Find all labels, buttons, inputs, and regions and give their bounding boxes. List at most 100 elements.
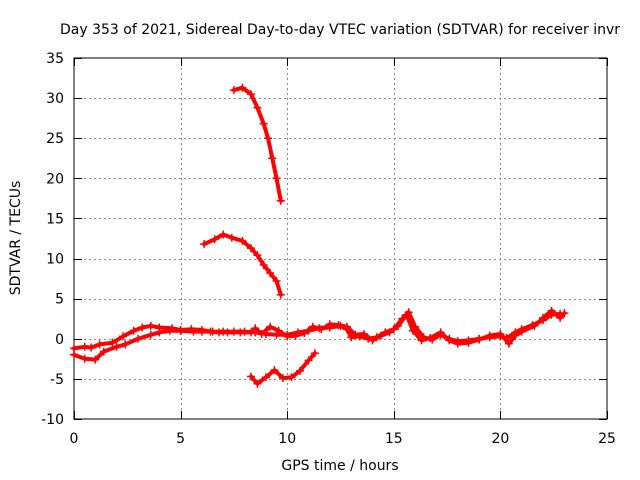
data-point bbox=[247, 372, 255, 381]
data-point bbox=[266, 269, 275, 277]
x-tick-label: 25 bbox=[598, 431, 616, 447]
series-arc-2 bbox=[70, 306, 569, 353]
data-point bbox=[417, 336, 426, 345]
data-point bbox=[176, 326, 185, 334]
data-point bbox=[291, 331, 300, 340]
data-point bbox=[253, 379, 262, 388]
data-point bbox=[445, 336, 454, 345]
data-point bbox=[342, 322, 351, 331]
data-point bbox=[368, 336, 377, 345]
x-tick-label: 0 bbox=[70, 431, 79, 447]
data-point bbox=[511, 331, 520, 340]
data-point bbox=[146, 321, 155, 330]
data-point bbox=[283, 332, 292, 341]
data-point bbox=[112, 342, 121, 351]
data-point bbox=[253, 251, 262, 260]
data-point bbox=[475, 335, 484, 344]
data-point bbox=[238, 83, 247, 92]
data-point bbox=[436, 328, 445, 337]
x-tick-label: 5 bbox=[176, 431, 185, 447]
data-point bbox=[385, 328, 394, 337]
data-point bbox=[278, 374, 287, 383]
grid-lines bbox=[74, 58, 607, 419]
data-point bbox=[304, 356, 313, 365]
data-point bbox=[317, 325, 326, 334]
data-point bbox=[200, 240, 209, 249]
data-point bbox=[496, 330, 505, 338]
y-tick-label: 20 bbox=[46, 171, 64, 187]
data-point bbox=[426, 334, 434, 342]
data-point bbox=[276, 290, 285, 299]
data-point bbox=[187, 325, 196, 334]
data-point bbox=[80, 342, 89, 351]
data-point bbox=[236, 328, 245, 337]
data-point bbox=[334, 321, 343, 330]
data-point bbox=[360, 330, 368, 338]
data-point bbox=[259, 261, 268, 269]
data-point bbox=[300, 329, 309, 338]
data-point bbox=[296, 366, 304, 375]
data-point bbox=[238, 236, 247, 245]
data-point bbox=[168, 324, 177, 333]
x-axis-label: GPS time / hours bbox=[281, 458, 398, 474]
data-point bbox=[560, 309, 569, 318]
y-axis-tick-labels: -10 -5 0 5 10 15 20 25 30 35 bbox=[41, 51, 64, 428]
data-point bbox=[347, 333, 356, 342]
y-tick-label: 0 bbox=[55, 332, 64, 348]
data-point bbox=[87, 343, 96, 352]
data-point bbox=[325, 320, 334, 329]
y-tick-label: -5 bbox=[50, 372, 64, 388]
series-arc-5 bbox=[247, 349, 319, 388]
data-point bbox=[215, 328, 223, 337]
data-series bbox=[70, 83, 569, 388]
data-point bbox=[464, 338, 473, 347]
series-arc-4 bbox=[200, 230, 285, 299]
data-point bbox=[547, 306, 556, 315]
chart-title: Day 353 of 2021, Sidereal Day-to-day VTE… bbox=[60, 22, 620, 38]
data-point bbox=[264, 134, 272, 143]
y-tick-label: 5 bbox=[55, 292, 64, 308]
x-axis-tick-labels: 0 5 10 15 20 25 bbox=[70, 431, 616, 447]
data-point bbox=[155, 323, 164, 332]
x-tick-label: 20 bbox=[491, 431, 509, 447]
data-point bbox=[272, 277, 281, 285]
data-point bbox=[80, 354, 89, 363]
data-point bbox=[134, 334, 142, 343]
x-tick-label: 15 bbox=[385, 431, 403, 447]
series-arc-3 bbox=[229, 83, 285, 205]
data-point bbox=[276, 196, 285, 205]
data-point bbox=[308, 322, 317, 331]
data-point bbox=[197, 326, 206, 334]
y-tick-label: 35 bbox=[46, 51, 64, 67]
data-point bbox=[210, 235, 219, 244]
y-tick-label: -10 bbox=[41, 412, 64, 428]
data-point bbox=[351, 330, 360, 339]
y-tick-label: 30 bbox=[46, 91, 64, 107]
data-point bbox=[146, 330, 155, 339]
data-point bbox=[259, 119, 268, 128]
data-point bbox=[99, 347, 108, 356]
data-point bbox=[219, 230, 228, 239]
data-point bbox=[257, 330, 266, 338]
data-point bbox=[247, 244, 255, 253]
data-point bbox=[227, 233, 236, 242]
data-point bbox=[517, 327, 526, 336]
y-tick-label: 10 bbox=[46, 252, 64, 268]
data-point bbox=[266, 322, 275, 331]
data-point bbox=[453, 339, 462, 348]
data-point bbox=[287, 373, 296, 382]
data-point bbox=[402, 310, 411, 319]
data-point bbox=[129, 326, 138, 335]
y-axis-label: SDTVAR / TECUs bbox=[8, 181, 24, 296]
y-tick-label: 15 bbox=[46, 211, 64, 227]
data-point bbox=[108, 338, 117, 347]
data-point bbox=[268, 154, 277, 163]
data-point bbox=[539, 313, 547, 322]
data-point bbox=[504, 339, 513, 348]
data-point bbox=[247, 328, 255, 337]
data-point bbox=[251, 324, 260, 333]
data-point bbox=[310, 349, 319, 358]
data-point bbox=[70, 344, 78, 353]
data-point bbox=[485, 331, 494, 340]
